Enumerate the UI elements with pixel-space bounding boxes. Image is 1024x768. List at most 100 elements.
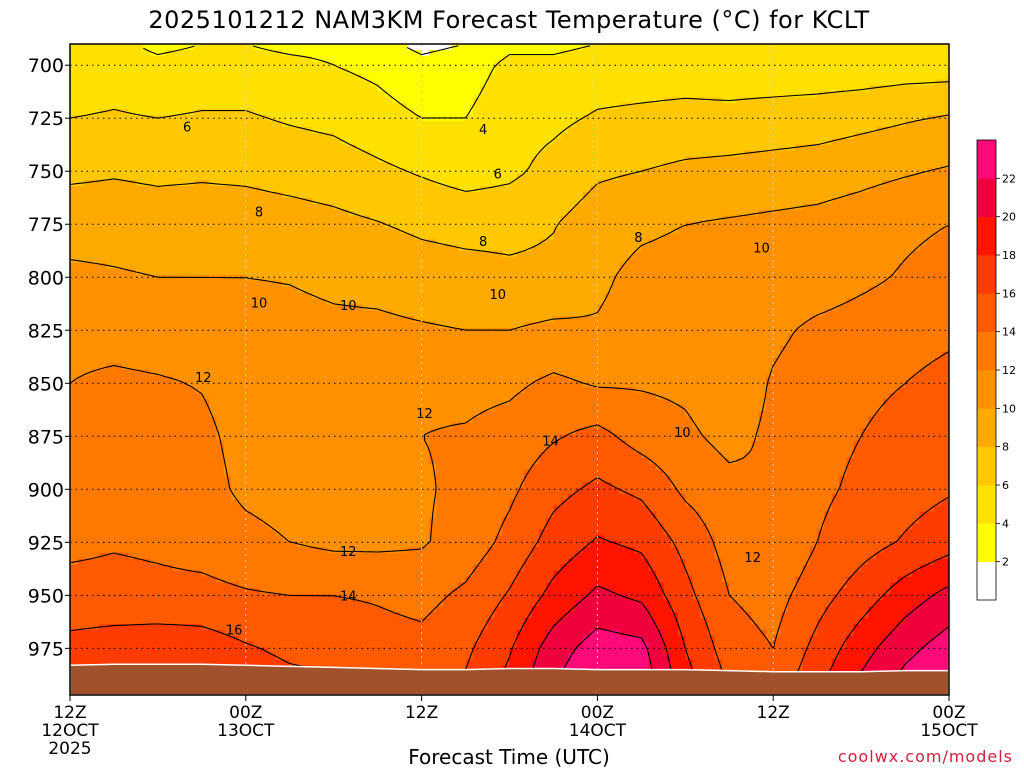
field-cell [297, 67, 305, 75]
field-cell [70, 150, 78, 158]
field-cell [736, 239, 745, 246]
field-cell [656, 67, 664, 75]
field-cell [363, 174, 371, 181]
field-cell [363, 215, 371, 223]
field-cell [428, 109, 437, 116]
field-cell [538, 215, 547, 223]
field-cell [341, 209, 349, 217]
field-cell [231, 120, 240, 128]
field-cell [677, 132, 686, 140]
field-cell [787, 132, 796, 140]
field-cell [619, 138, 628, 146]
field-cell [795, 73, 804, 81]
field-cell [70, 186, 78, 193]
field-cell [568, 186, 577, 193]
field-cell [384, 168, 393, 175]
field-cell [890, 156, 899, 163]
field-cell [260, 268, 269, 276]
field-cell [157, 215, 166, 223]
field-cell [297, 144, 305, 152]
field-cell [399, 251, 408, 258]
field-cell [209, 221, 218, 229]
field-cell [509, 286, 518, 294]
field-cell [121, 233, 130, 240]
field-cell [912, 174, 921, 181]
field-cell [905, 239, 913, 246]
field-cell [487, 109, 496, 116]
field-cell [743, 227, 752, 234]
field-cell [472, 150, 481, 158]
field-cell [253, 109, 262, 116]
field-cell [553, 215, 562, 223]
field-cell [172, 203, 181, 211]
field-cell [751, 245, 760, 252]
field-cell [267, 150, 276, 158]
field-cell [297, 174, 305, 181]
field-cell [582, 67, 591, 75]
field-cell [912, 251, 921, 258]
field-cell [319, 186, 327, 193]
field-cell [919, 162, 928, 169]
field-cell [692, 109, 701, 116]
field-cell [99, 286, 108, 294]
field-cell [758, 67, 767, 75]
field-cell [150, 162, 159, 169]
field-cell [714, 239, 723, 246]
field-cell [817, 186, 826, 193]
field-cell [267, 156, 276, 163]
field-cell [297, 150, 305, 158]
field-cell [846, 109, 855, 116]
field-cell [458, 97, 467, 104]
field-cell [135, 144, 144, 152]
field-cell [231, 162, 240, 169]
field-cell [677, 251, 686, 258]
field-cell [641, 251, 650, 258]
field-cell [297, 239, 305, 246]
field-cell [677, 156, 686, 163]
field-cell [238, 203, 247, 211]
field-cell [311, 227, 320, 234]
field-cell [113, 91, 122, 98]
field-cell [919, 91, 928, 98]
field-cell [216, 191, 225, 199]
field-cell [560, 233, 569, 240]
field-cell [560, 221, 569, 229]
field-cell [553, 103, 562, 110]
field-cell [297, 103, 305, 110]
field-cell [465, 215, 474, 223]
field-cell [414, 61, 423, 69]
field-cell [560, 73, 569, 81]
field-cell [194, 109, 203, 116]
field-cell [897, 197, 906, 205]
field-cell [524, 73, 533, 81]
field-cell [538, 186, 547, 193]
field-cell [905, 215, 913, 223]
field-cell [502, 97, 511, 104]
field-cell [238, 209, 247, 217]
field-cell [341, 257, 349, 264]
field-cell [231, 221, 240, 229]
field-cell [663, 44, 672, 51]
field-cell [663, 215, 672, 223]
field-cell [135, 49, 144, 57]
field-cell [897, 186, 906, 193]
field-cell [223, 97, 232, 104]
field-cell [128, 120, 137, 128]
field-cell [458, 251, 467, 258]
field-cell [641, 132, 650, 140]
field-cell [927, 245, 935, 252]
field-cell [626, 203, 635, 211]
field-cell [831, 174, 840, 181]
field-cell [795, 109, 804, 116]
field-cell [846, 274, 855, 282]
field-cell [377, 280, 386, 288]
field-cell [487, 221, 496, 229]
field-cell [231, 197, 240, 205]
field-cell [245, 73, 254, 81]
field-cell [91, 251, 100, 258]
field-cell [384, 257, 393, 264]
field-cell [245, 162, 254, 169]
field-cell [341, 156, 349, 163]
field-cell [370, 191, 379, 199]
field-cell [641, 79, 650, 87]
